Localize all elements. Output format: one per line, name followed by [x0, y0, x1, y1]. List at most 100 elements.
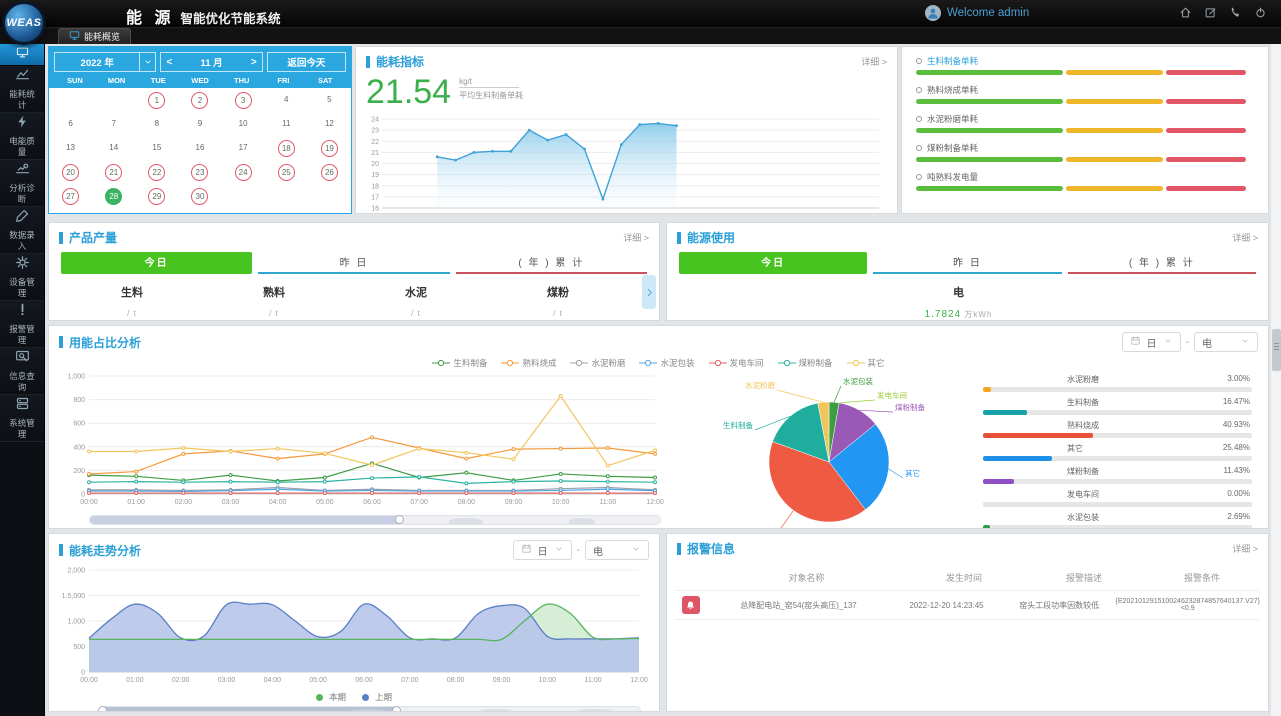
calendar-day[interactable]: 18: [277, 139, 295, 157]
product-tab-2[interactable]: ( 年 ) 累 计: [455, 252, 647, 274]
legend-item[interactable]: 水泥粉磨: [570, 357, 625, 369]
calendar-day[interactable]: 19: [320, 139, 338, 157]
user-welcome[interactable]: Welcome admin: [925, 5, 1029, 21]
legend-item[interactable]: 上期: [362, 691, 392, 703]
calendar-day[interactable]: 13: [66, 142, 76, 152]
calendar-day[interactable]: 23: [191, 163, 209, 181]
period-select[interactable]: 日: [512, 540, 572, 560]
calendar-day[interactable]: 28: [105, 187, 123, 205]
sidebar-item-system[interactable]: 系统管理: [0, 395, 44, 442]
detail-link[interactable]: 详细 >: [1232, 233, 1258, 243]
legend-item[interactable]: 其它: [846, 357, 885, 369]
bar-fill: [983, 410, 1028, 415]
sidebar-item-lightning[interactable]: 电能质量: [0, 113, 44, 160]
sidebar-item-info-search[interactable]: 信息查询: [0, 348, 44, 395]
energy-use-tab-1[interactable]: 昨 日: [873, 252, 1062, 274]
calendar-day[interactable]: 24: [234, 163, 252, 181]
calendar-day[interactable]: 1: [148, 91, 166, 109]
calendar-day[interactable]: 5: [327, 94, 332, 104]
usage-ratio-panel: 用能占比分析 日 - 电 生料制备 熟料烧成 水泥粉磨 水泥包装 发电车间 煤粉制备 其它 …: [48, 325, 1269, 529]
calendar-day[interactable]: 3: [234, 91, 252, 109]
calendar-day[interactable]: 20: [62, 163, 80, 181]
gear-icon: [15, 255, 30, 275]
legend-item[interactable]: 生料制备: [432, 357, 487, 369]
calendar-day[interactable]: 12: [324, 118, 334, 128]
calendar-day[interactable]: 8: [154, 118, 160, 128]
prev-month-button[interactable]: <: [166, 56, 173, 68]
scrollbar-thumb[interactable]: [1272, 329, 1281, 371]
calendar-day[interactable]: 6: [68, 118, 73, 128]
phone-icon[interactable]: [1229, 6, 1242, 24]
page-scrollbar[interactable]: [1270, 44, 1281, 716]
calendar-day[interactable]: 22: [148, 163, 166, 181]
slider-handle[interactable]: [391, 706, 401, 711]
trend-datazoom-slider[interactable]: [98, 706, 641, 711]
next-month-button[interactable]: >: [250, 56, 257, 68]
indicator-label[interactable]: 水泥粉磨单耗: [916, 113, 1250, 125]
detail-link[interactable]: 详细 >: [861, 57, 887, 67]
calendar-day[interactable]: 10: [238, 118, 248, 128]
legend-item[interactable]: 煤粉制备: [777, 357, 833, 369]
sidebar-item-gear[interactable]: 设备管理: [0, 254, 44, 301]
carousel-next-button[interactable]: [642, 275, 656, 309]
svg-text:5: 5: [454, 213, 458, 214]
legend-item[interactable]: 水泥包装: [639, 357, 695, 369]
calendar-day[interactable]: 17: [238, 142, 248, 152]
calendar-day[interactable]: 4: [284, 94, 289, 104]
energy-type-value: 电: [1202, 338, 1212, 350]
back-to-today-button[interactable]: 返回今天: [266, 52, 346, 72]
indicator-label[interactable]: 吨熟料发电量: [916, 171, 1250, 183]
calendar-day[interactable]: 25: [277, 163, 295, 181]
svg-text:08:00: 08:00: [458, 499, 476, 506]
chevron-down-icon: [1240, 336, 1250, 349]
calendar-day[interactable]: 21: [105, 163, 123, 181]
calendar-day[interactable]: 11: [282, 118, 291, 128]
calendar-day[interactable]: 30: [191, 187, 209, 205]
legend-item[interactable]: 发电车间: [708, 357, 764, 369]
energy-use-tab-2[interactable]: ( 年 ) 累 计: [1067, 252, 1256, 274]
edit-icon[interactable]: [1204, 6, 1217, 24]
legend-item[interactable]: 熟料烧成: [501, 357, 556, 369]
sidebar-item-alarm[interactable]: 报警管理: [0, 301, 44, 348]
energy-type-select[interactable]: 电: [1194, 332, 1258, 352]
top-bar: WEAS 能 源 智能优化节能系统 Welcome admin: [0, 0, 1281, 45]
power-icon[interactable]: [1254, 6, 1267, 24]
home-icon[interactable]: [1179, 6, 1192, 24]
energy-type-select[interactable]: 电: [585, 540, 649, 560]
energy-use-tab-0[interactable]: 今日: [679, 252, 868, 274]
indicator-label[interactable]: 熟料烧成单耗: [916, 84, 1250, 96]
svg-text:7: 7: [490, 213, 494, 214]
svg-text:20: 20: [371, 161, 379, 168]
sidebar-active-item[interactable]: [0, 44, 44, 66]
calendar-day[interactable]: 26: [320, 163, 338, 181]
calendar-day[interactable]: 27: [62, 187, 80, 205]
tab-energy-overview[interactable]: 能耗概览: [58, 28, 132, 44]
calendar-day[interactable]: 9: [197, 118, 203, 128]
legend-item[interactable]: 本期: [315, 691, 346, 703]
indicator-label[interactable]: 煤粉制备单耗: [916, 142, 1250, 154]
calendar-day[interactable]: 15: [152, 142, 162, 152]
sidebar-item-analysis-chart[interactable]: 分析诊断: [0, 160, 44, 207]
usage-datazoom-slider[interactable]: [89, 515, 661, 525]
slider-handle[interactable]: [394, 515, 404, 524]
sidebar-item-line-chart[interactable]: 能耗统计: [0, 66, 44, 113]
slider-handle[interactable]: [98, 706, 107, 711]
detail-link[interactable]: 详细 >: [623, 233, 649, 243]
legend-marker-icon: [846, 359, 865, 367]
detail-link[interactable]: 详细 >: [1232, 544, 1258, 554]
calendar-day[interactable]: 14: [109, 142, 119, 152]
sidebar-item-data-entry[interactable]: 数据录入: [0, 207, 44, 254]
indicator-label[interactable]: 生料制备单耗: [916, 55, 1250, 67]
year-select[interactable]: 2022 年: [54, 52, 157, 72]
calendar-day[interactable]: 16: [195, 142, 205, 152]
calendar-day[interactable]: 29: [148, 187, 166, 205]
calendar-day[interactable]: 7: [111, 118, 116, 128]
calendar-day[interactable]: 2: [191, 91, 209, 109]
usage-bar-row: 水泥包装 2.69%: [983, 512, 1252, 528]
period-value: 日: [1146, 338, 1157, 350]
alarm-row[interactable]: 总降配电站_窑54(窑头高压)_137 2022-12-20 14:23:45 窑头…: [675, 590, 1260, 620]
svg-text:07:00: 07:00: [410, 499, 428, 506]
product-tab-1[interactable]: 昨 日: [258, 252, 450, 274]
period-select[interactable]: 日: [1121, 332, 1181, 352]
product-tab-0[interactable]: 今日: [61, 252, 253, 274]
